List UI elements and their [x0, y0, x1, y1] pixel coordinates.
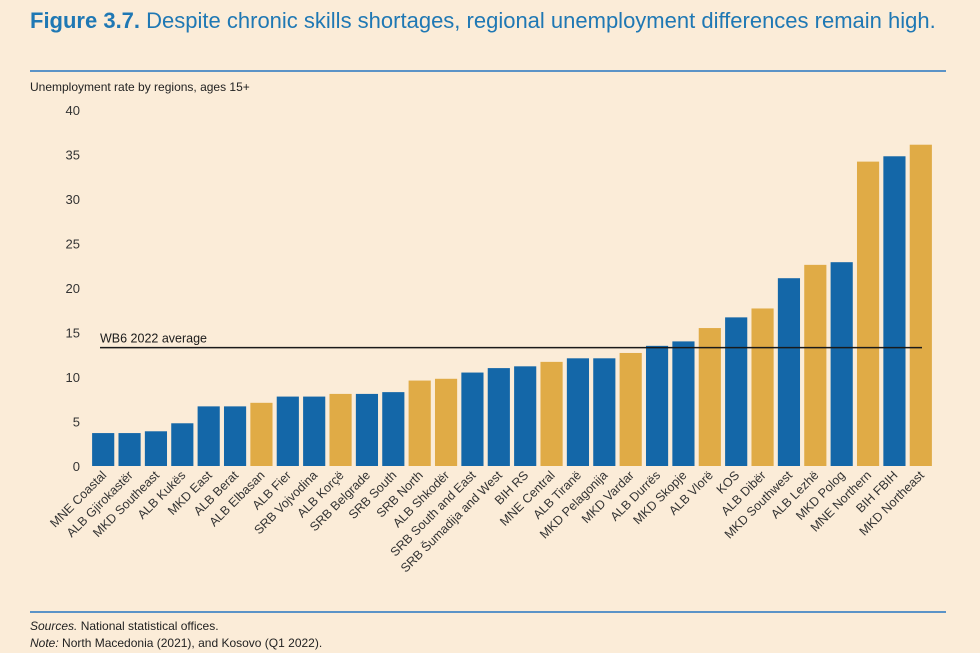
sources-label: Sources.: [30, 619, 78, 633]
y-axis-ticks: 0 5 10 15 20 25 30 35 40: [66, 103, 80, 474]
top-rule: [30, 70, 946, 72]
bar: [777, 278, 801, 466]
bar: [725, 317, 748, 466]
y-tick-label: 5: [73, 415, 80, 430]
bar: [909, 144, 932, 466]
y-tick-label: 30: [66, 192, 80, 207]
bar: [540, 361, 563, 466]
bar: [514, 366, 537, 466]
note-label: Note:: [30, 636, 59, 650]
bar: [461, 372, 484, 466]
bar: [408, 380, 431, 466]
figure-label: Figure 3.7.: [30, 8, 141, 33]
note-text: North Macedonia (2021), and Kosovo (Q1 2…: [58, 636, 323, 650]
bar: [593, 358, 616, 466]
y-tick-label: 25: [66, 237, 80, 252]
y-tick-label: 10: [66, 370, 80, 385]
figure-title: Figure 3.7. Despite chronic skills short…: [30, 8, 955, 33]
bar: [672, 341, 695, 466]
bar: [856, 161, 880, 466]
bar: [171, 423, 194, 466]
bar: [276, 396, 299, 466]
bar: [645, 345, 669, 466]
bar: [883, 156, 906, 466]
y-tick-label: 40: [66, 103, 80, 118]
bar: [830, 262, 853, 466]
bar: [619, 352, 642, 466]
bar: [250, 402, 273, 466]
y-axis-label: Unemployment rate by regions, ages 15+: [30, 80, 250, 94]
bar: [751, 308, 774, 466]
y-tick-label: 35: [66, 148, 80, 163]
bar: [118, 433, 141, 466]
bar: [329, 393, 352, 466]
bar: [804, 264, 827, 466]
figure-title-text: Despite chronic skills shortages, region…: [146, 8, 936, 33]
bars: [92, 144, 932, 466]
bar: [487, 368, 510, 466]
sources-text: National statistical offices.: [77, 619, 219, 633]
bar: [355, 393, 379, 466]
bar: [698, 328, 721, 466]
reference-line-label: WB6 2022 average: [100, 332, 207, 346]
bar: [92, 433, 115, 466]
bar: [144, 431, 168, 466]
bar: [197, 406, 220, 466]
sources-note: Sources. National statistical offices.: [30, 619, 219, 633]
footnote: Note: North Macedonia (2021), and Kosovo…: [30, 636, 322, 650]
y-tick-label: 20: [66, 281, 80, 296]
y-tick-label: 0: [73, 459, 80, 474]
bar: [434, 378, 458, 466]
bar: [223, 406, 247, 466]
bar: [303, 396, 326, 466]
bar: [382, 392, 405, 466]
bottom-rule: [30, 611, 946, 613]
y-tick-label: 15: [66, 326, 80, 341]
reference-line-group: WB6 2022 average: [100, 332, 922, 349]
bar: [566, 358, 590, 466]
